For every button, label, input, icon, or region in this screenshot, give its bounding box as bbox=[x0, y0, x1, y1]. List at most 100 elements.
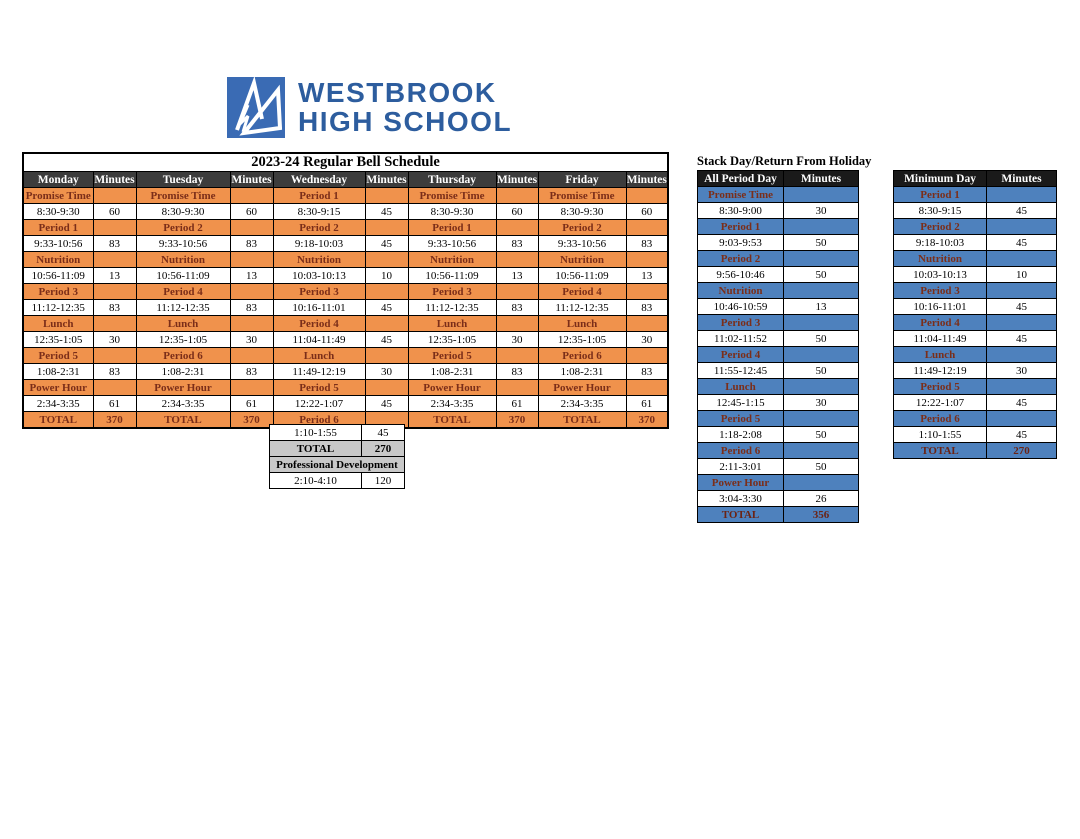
schedule-row: 12:45-1:15 30 bbox=[697, 394, 859, 411]
schedule-row: 11:55-12:45 50 bbox=[697, 362, 859, 379]
minutes-cell: 83 bbox=[92, 363, 137, 380]
main-table-title: 2023-24 Regular Bell Schedule bbox=[22, 152, 669, 172]
column-header-cell: Minutes bbox=[783, 170, 859, 187]
time-cell: 1:10-1:55 bbox=[893, 426, 987, 443]
period-cell: Power Hour bbox=[407, 379, 497, 396]
minutes-cell: 83 bbox=[229, 363, 274, 380]
total-cell: TOTAL bbox=[407, 411, 497, 429]
minutes-cell: 83 bbox=[495, 363, 539, 380]
schedule-row: Lunch bbox=[697, 378, 859, 395]
period-cell: Power Hour bbox=[135, 379, 231, 396]
time-cell: 2:34-3:35 bbox=[407, 395, 497, 412]
period-empty-cell bbox=[229, 219, 274, 236]
minutes-cell: 45 bbox=[986, 330, 1057, 347]
period-empty-cell bbox=[364, 347, 409, 364]
minutes-cell: 83 bbox=[229, 299, 274, 316]
schedule-row: 10:56-11:09 13 10:56-11:09 13 10:03-10:13 10 1… bbox=[22, 267, 669, 284]
time-cell: 12:45-1:15 bbox=[697, 394, 784, 411]
column-header-cell: Minutes bbox=[229, 171, 274, 188]
time-cell: 1:08-2:31 bbox=[135, 363, 231, 380]
total-cell: TOTAL bbox=[269, 440, 362, 457]
minutes-cell: 45 bbox=[361, 424, 405, 441]
period-empty-cell bbox=[92, 219, 137, 236]
period-cell: Lunch bbox=[697, 378, 784, 395]
period-cell: Promise Time bbox=[22, 187, 94, 204]
time-cell: 12:35-1:05 bbox=[22, 331, 94, 348]
wednesday-extension-table: 1:10-1:55 45 TOTAL 270 Professional Developm… bbox=[269, 424, 405, 489]
period-empty-cell bbox=[783, 250, 859, 267]
time-cell: 9:33-10:56 bbox=[407, 235, 497, 252]
schedule-row: 11:02-11:52 50 bbox=[697, 330, 859, 347]
time-cell: 9:33-10:56 bbox=[135, 235, 231, 252]
period-cell: Period 4 bbox=[135, 283, 231, 300]
minutes-cell: 13 bbox=[783, 298, 859, 315]
minutes-cell: 83 bbox=[495, 235, 539, 252]
period-empty-cell bbox=[783, 282, 859, 299]
column-header-cell: Tuesday bbox=[135, 171, 231, 188]
period-empty-cell bbox=[783, 474, 859, 491]
period-empty-cell bbox=[364, 315, 409, 332]
period-empty-cell bbox=[92, 379, 137, 396]
schedule-row: 1:08-2:31 83 1:08-2:31 83 11:49-12:19 30 1:08-… bbox=[22, 363, 669, 380]
minutes-cell: 61 bbox=[495, 395, 539, 412]
professional-development-cell: Professional Development bbox=[269, 456, 405, 473]
period-empty-cell bbox=[229, 251, 274, 268]
minimum-day-header-row: Minimum Day Minutes bbox=[893, 170, 1057, 187]
total-minutes-cell: 356 bbox=[783, 506, 859, 523]
period-cell: Nutrition bbox=[22, 251, 94, 268]
period-cell: Period 6 bbox=[135, 347, 231, 364]
period-empty-cell bbox=[92, 187, 137, 204]
period-empty-cell bbox=[783, 442, 859, 459]
minutes-cell: 50 bbox=[783, 330, 859, 347]
schedule-row: Period 3 bbox=[697, 314, 859, 331]
period-cell: Period 5 bbox=[272, 379, 366, 396]
minutes-cell: 26 bbox=[783, 490, 859, 507]
period-cell: Lunch bbox=[22, 315, 94, 332]
minutes-cell: 30 bbox=[495, 331, 539, 348]
period-cell: Power Hour bbox=[697, 474, 784, 491]
schedule-row: 3:04-3:30 26 bbox=[697, 490, 859, 507]
minutes-cell: 13 bbox=[625, 267, 669, 284]
time-cell: 11:12-12:35 bbox=[135, 299, 231, 316]
time-cell: 10:56-11:09 bbox=[537, 267, 627, 284]
period-empty-cell bbox=[625, 187, 669, 204]
period-cell: Promise Time bbox=[135, 187, 231, 204]
schedule-row: 8:30-9:30 60 8:30-9:30 60 8:30-9:15 45 8:30-9:… bbox=[22, 203, 669, 220]
time-cell: 2:34-3:35 bbox=[537, 395, 627, 412]
minutes-cell: 61 bbox=[625, 395, 669, 412]
time-cell: 10:56-11:09 bbox=[407, 267, 497, 284]
schedule-row: Period 6 bbox=[893, 410, 1057, 427]
schedule-row: Promise Time Promise Time Period 1 Promise … bbox=[22, 187, 669, 204]
period-cell: Period 4 bbox=[697, 346, 784, 363]
period-empty-cell bbox=[495, 219, 539, 236]
minutes-cell: 45 bbox=[364, 203, 409, 220]
period-empty-cell bbox=[229, 315, 274, 332]
schedule-row: Period 2 bbox=[697, 250, 859, 267]
period-cell: Period 4 bbox=[893, 314, 987, 331]
schedule-row: Period 1 bbox=[697, 218, 859, 235]
schedule-row: 11:49-12:19 30 bbox=[893, 362, 1057, 379]
time-cell: 8:30-9:15 bbox=[893, 202, 987, 219]
column-header-cell: Minutes bbox=[986, 170, 1057, 187]
schedule-row: Period 4 bbox=[697, 346, 859, 363]
period-cell: Lunch bbox=[407, 315, 497, 332]
minutes-cell: 45 bbox=[986, 298, 1057, 315]
schedule-row: Period 6 bbox=[697, 442, 859, 459]
schedule-row: 2:10-4:10 120 bbox=[269, 472, 405, 489]
schedule-row: Period 2 bbox=[893, 218, 1057, 235]
period-empty-cell bbox=[625, 379, 669, 396]
period-cell: Power Hour bbox=[22, 379, 94, 396]
minutes-cell: 45 bbox=[986, 202, 1057, 219]
schedule-row: Power Hour Power Hour Period 5 Power Hour Po… bbox=[22, 379, 669, 396]
schedule-row: Lunch Lunch Period 4 Lunch Lunch bbox=[22, 315, 669, 332]
period-cell: Lunch bbox=[272, 347, 366, 364]
schedule-row: 12:35-1:05 30 12:35-1:05 30 11:04-11:49 45 12:… bbox=[22, 331, 669, 348]
minutes-cell: 120 bbox=[361, 472, 405, 489]
minutes-cell: 30 bbox=[364, 363, 409, 380]
schedule-row: 2:34-3:35 61 2:34-3:35 61 12:22-1:07 45 2:34-3… bbox=[22, 395, 669, 412]
time-cell: 8:30-9:30 bbox=[537, 203, 627, 220]
period-empty-cell bbox=[495, 251, 539, 268]
period-empty-cell bbox=[986, 378, 1057, 395]
column-header-cell: Wednesday bbox=[272, 171, 366, 188]
time-cell: 12:35-1:05 bbox=[407, 331, 497, 348]
